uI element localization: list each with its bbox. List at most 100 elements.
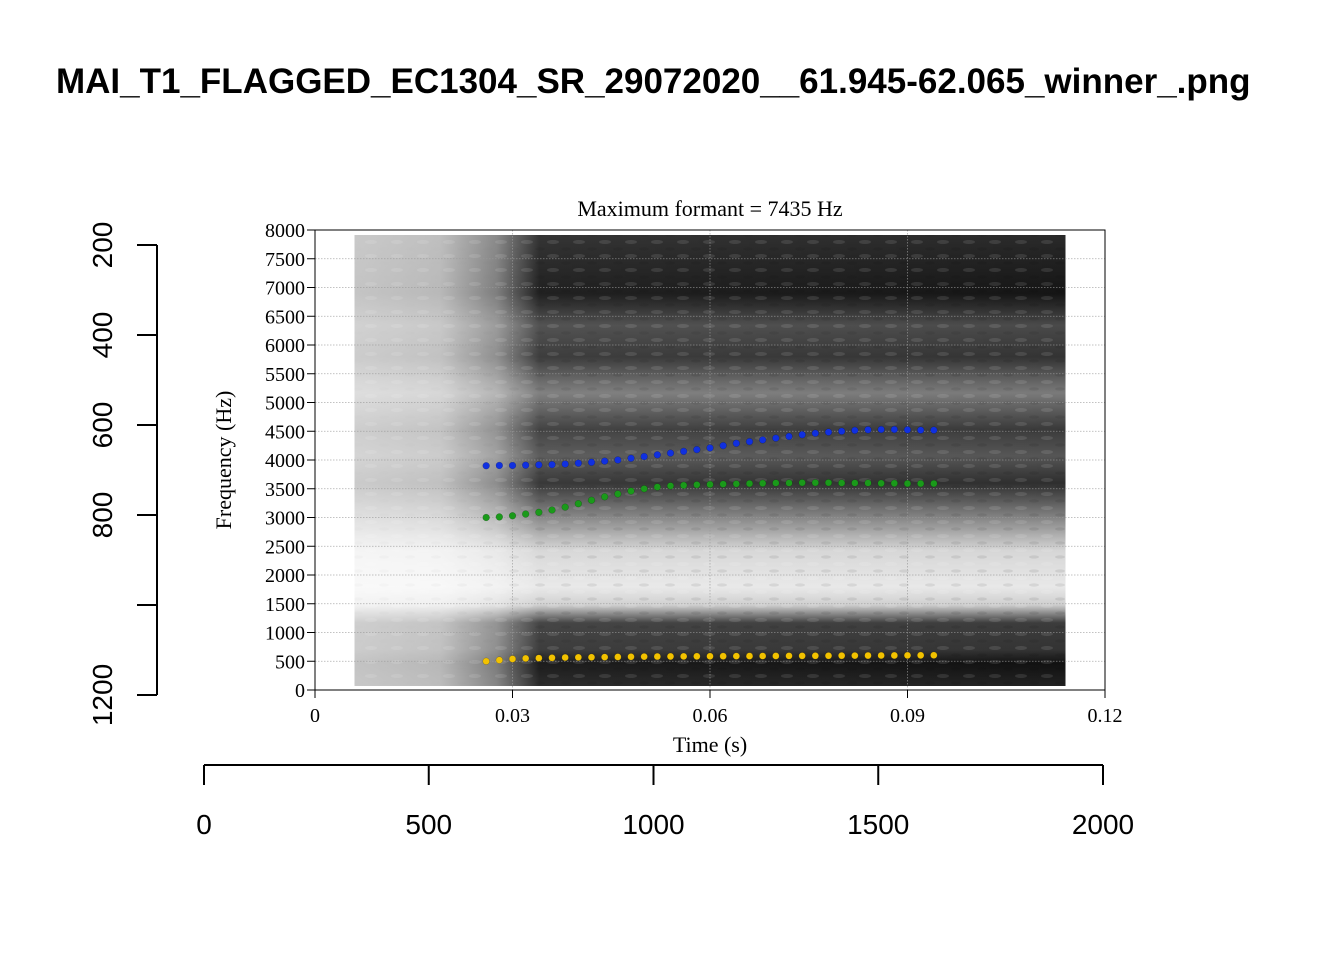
y-tick-label: 500: [275, 651, 305, 673]
x-tick-label: 0.09: [890, 705, 925, 727]
outer-bottom-tick-label: 0: [196, 809, 212, 840]
formant-point: [614, 490, 622, 498]
formant-point: [864, 479, 872, 487]
outer-bottom-tick-label: 1000: [622, 809, 684, 840]
formant-point: [851, 652, 859, 660]
formant-point: [917, 479, 925, 488]
formant-point: [811, 429, 819, 437]
formant-point: [745, 438, 754, 446]
formant-point: [785, 479, 793, 487]
formant-point: [772, 652, 780, 660]
formant-series-2: [482, 479, 938, 522]
formant-point: [811, 479, 819, 487]
x-tick-label: 0.06: [693, 705, 728, 727]
y-tick-label: 2500: [265, 536, 305, 558]
formant-point: [772, 434, 780, 442]
formant-point: [759, 479, 767, 487]
formant-point: [548, 461, 556, 469]
formant-point: [732, 439, 740, 447]
formant-point: [680, 447, 688, 455]
formant-point: [838, 427, 846, 435]
formant-point: [508, 461, 517, 470]
formant-point: [495, 656, 503, 664]
formant-point: [640, 485, 648, 493]
formant-point: [614, 653, 622, 661]
formant-point: [680, 652, 688, 660]
spectrogram: [354, 235, 1066, 686]
formant-point: [535, 508, 543, 516]
page-title: MAI_T1_FLAGGED_EC1304_SR_29072020__61.94…: [56, 62, 1251, 101]
formant-point: [574, 653, 582, 661]
y-tick-label: 6000: [265, 335, 305, 357]
formant-point: [548, 506, 556, 514]
formant-point: [574, 500, 582, 508]
formant-point: [903, 651, 912, 659]
formant-point: [772, 479, 780, 487]
y-tick-label: 7000: [265, 278, 305, 300]
formant-point: [495, 461, 503, 470]
chart-title: Maximum formant = 7435 Hz: [577, 196, 843, 221]
formant-point: [693, 481, 701, 489]
formant-point: [640, 452, 648, 461]
outer-bottom-tick-label: 2000: [1072, 809, 1134, 840]
formant-point: [508, 512, 517, 520]
outer-bottom-tick-label: 500: [405, 809, 452, 840]
formant-point: [693, 446, 701, 454]
formant-point: [851, 426, 859, 434]
y-tick-label: 5500: [265, 364, 305, 386]
formant-point: [653, 652, 661, 661]
formant-point: [587, 458, 596, 466]
outer-left-tick-label: 1200: [87, 664, 118, 726]
y-tick-label: 5000: [265, 393, 305, 415]
formant-point: [522, 461, 530, 469]
y-tick-label: 4500: [265, 421, 305, 443]
formant-point: [732, 480, 740, 488]
y-tick-label: 2000: [265, 565, 305, 587]
formant-point: [890, 479, 898, 487]
formant-point: [838, 652, 846, 660]
formant-point: [666, 482, 675, 490]
formant-point: [745, 652, 754, 660]
outer-left-tick-label: 600: [87, 402, 118, 449]
y-tick-label: 8000: [265, 220, 305, 242]
formant-point: [561, 503, 569, 511]
formant-point: [522, 654, 530, 662]
formant-point: [693, 652, 701, 660]
formant-point: [653, 483, 661, 491]
formant-point: [719, 480, 727, 488]
x-tick-label: 0.12: [1088, 705, 1123, 727]
formant-point: [706, 480, 714, 489]
y-tick-label: 7500: [265, 249, 305, 271]
formant-point: [917, 426, 925, 434]
formant-point: [877, 479, 885, 487]
y-tick-label: 0: [295, 680, 305, 702]
formant-point: [719, 652, 727, 660]
formant-point: [732, 652, 740, 660]
formant-point: [561, 653, 569, 662]
formant-point: [824, 428, 833, 436]
formant-point: [535, 461, 543, 469]
formant-point: [903, 426, 912, 434]
formant-point: [482, 513, 490, 522]
formant-point: [890, 425, 898, 434]
formant-point: [601, 653, 609, 661]
formant-point: [759, 436, 767, 444]
formant-point: [745, 479, 754, 488]
spectrogram-onset-light: [354, 235, 1066, 686]
x-axis-label: Time (s): [673, 732, 747, 757]
formant-point: [482, 657, 490, 665]
formant-point: [627, 653, 635, 661]
formant-point: [719, 442, 727, 450]
formant-point: [930, 479, 938, 488]
formant-point: [864, 651, 872, 660]
formant-point: [824, 479, 833, 487]
y-tick-label: 1000: [265, 623, 305, 645]
formant-point: [759, 652, 767, 660]
formant-point: [653, 451, 661, 459]
formant-point: [851, 479, 859, 487]
y-tick-label: 1500: [265, 594, 305, 616]
formant-point: [824, 652, 833, 660]
outer-left-tick-label: 800: [87, 492, 118, 539]
